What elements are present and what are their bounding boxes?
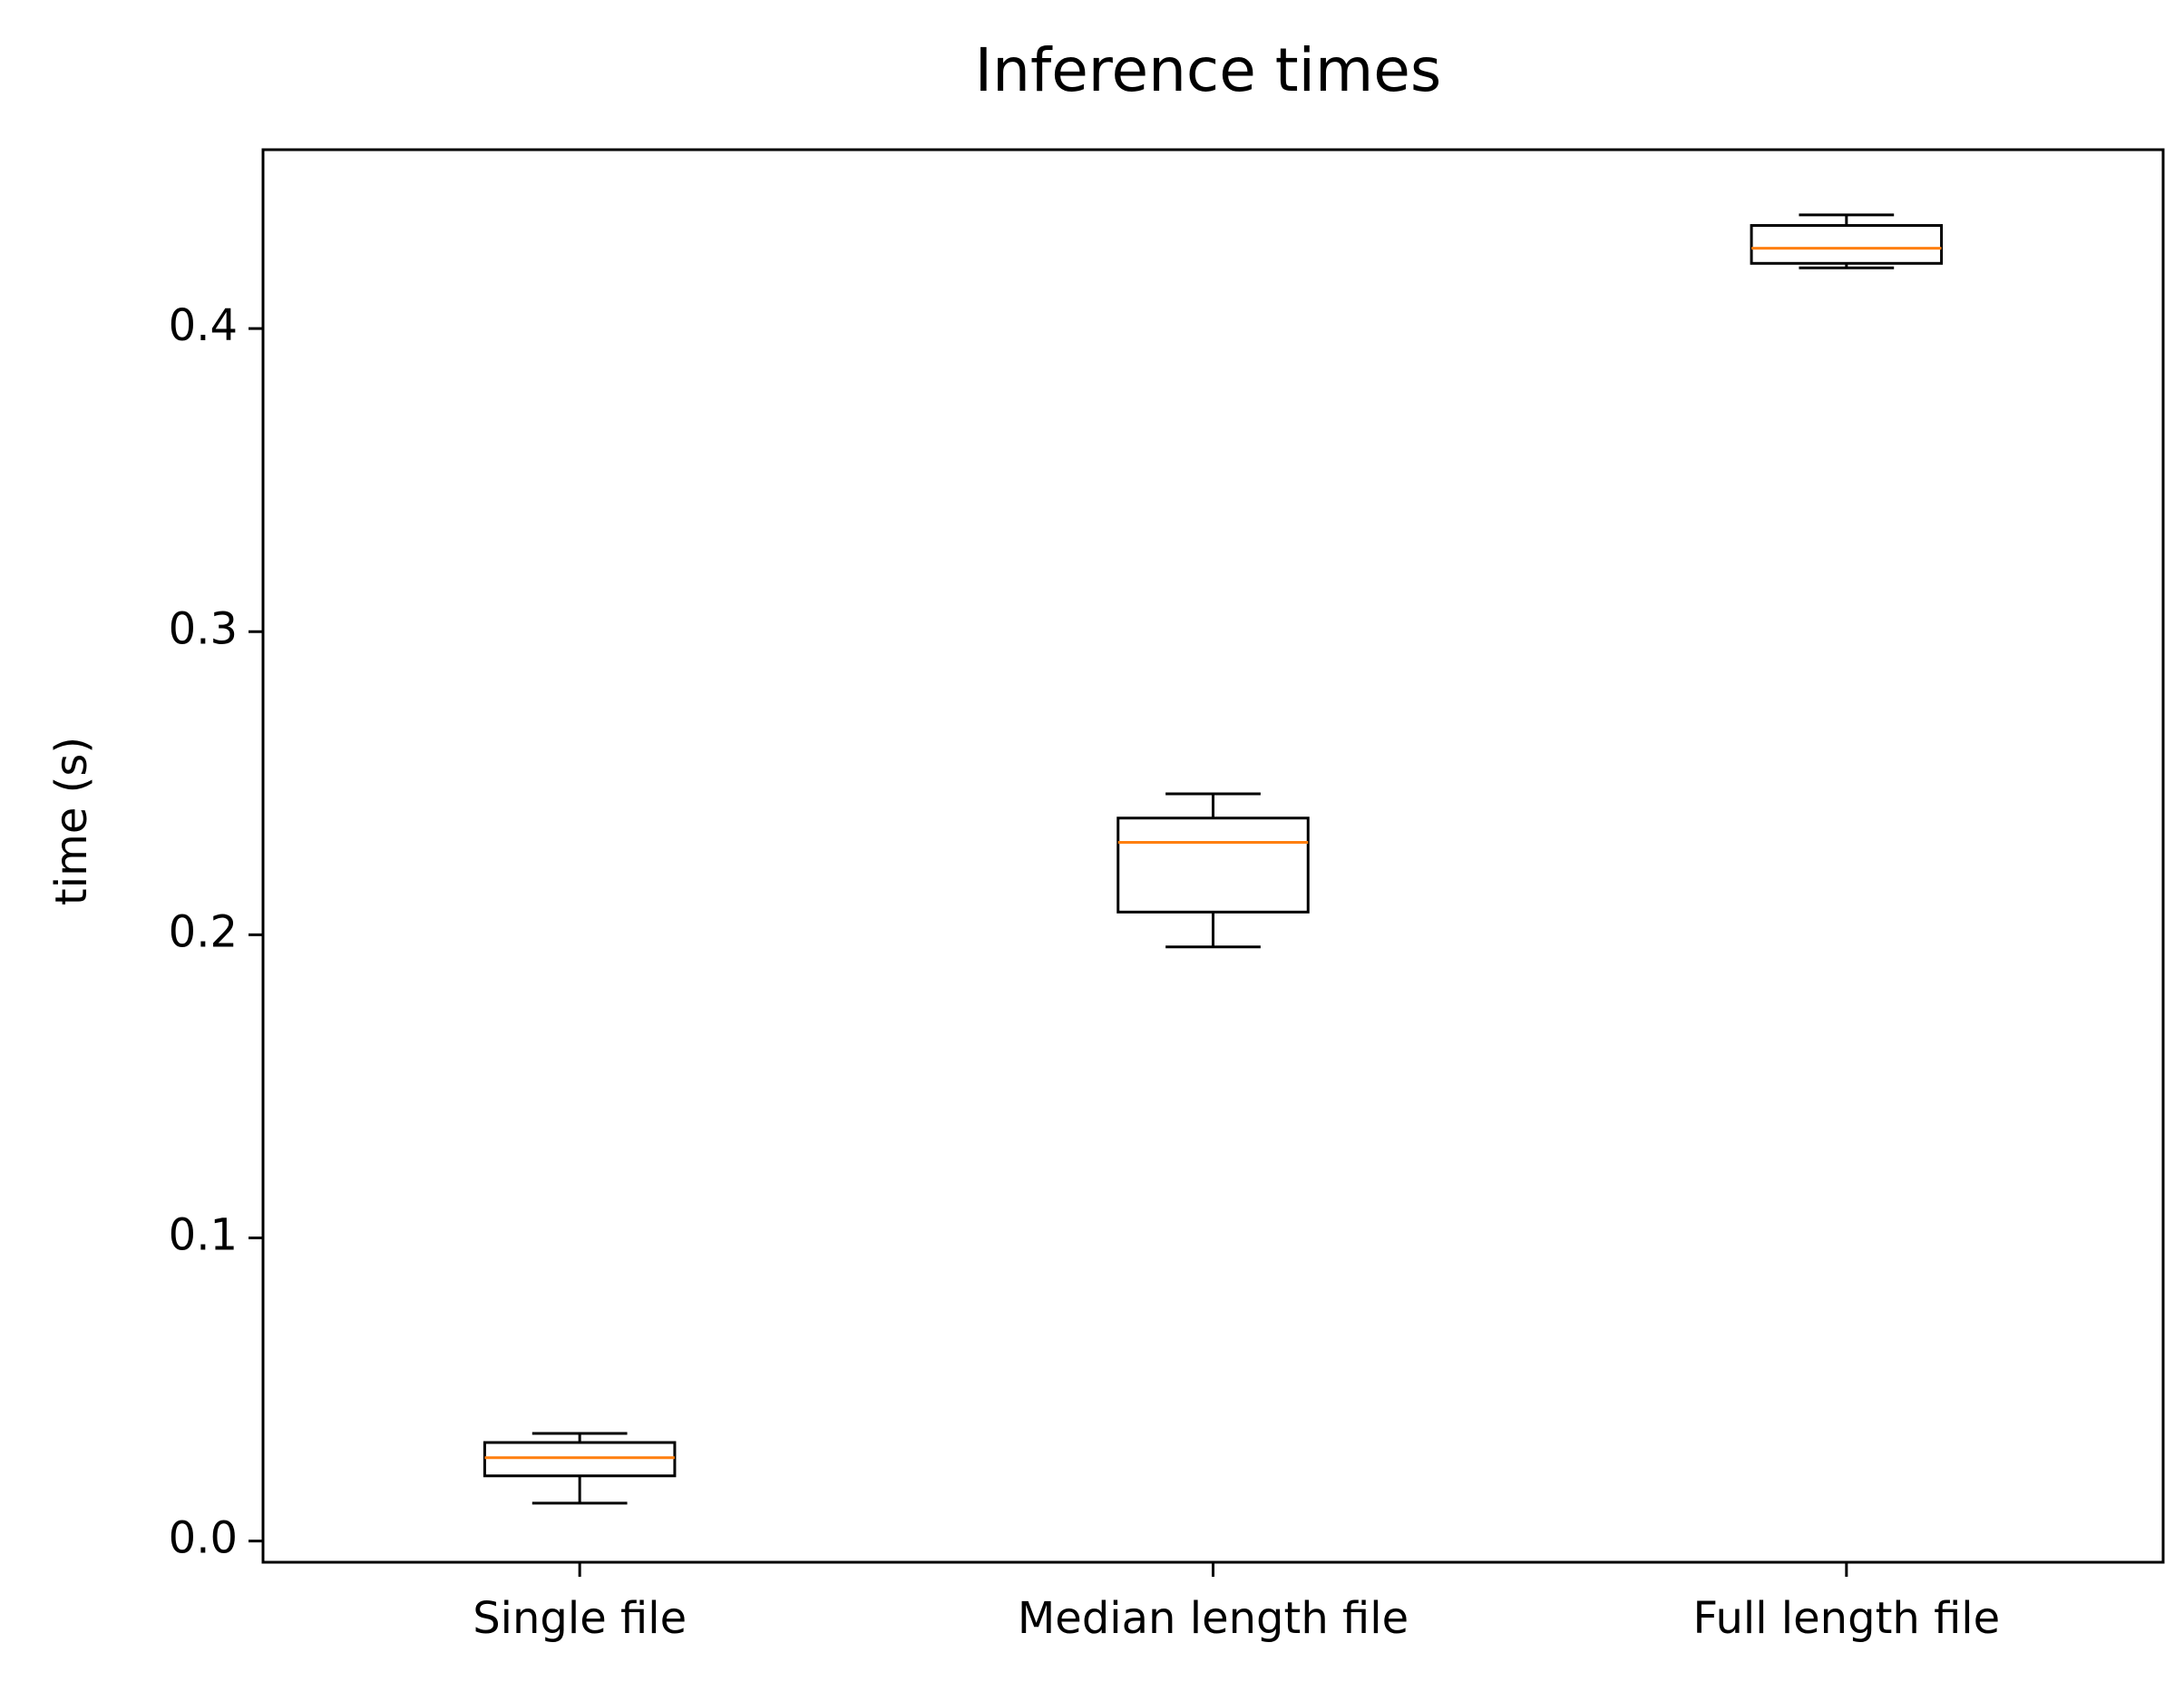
interquartile-box — [1750, 224, 1944, 265]
box-series — [483, 213, 1944, 1505]
x-tick-label: Full length file — [1692, 1593, 2000, 1644]
y-axis-label: time (s) — [46, 737, 97, 905]
interquartile-box — [483, 1441, 677, 1478]
x-axis: Single file Median length file Full length… — [473, 1562, 2000, 1644]
interquartile-box — [1116, 817, 1310, 914]
y-tick-label: 0.0 — [169, 1513, 238, 1564]
box-1 — [483, 1432, 677, 1505]
x-tick-label: Median length file — [1018, 1593, 1409, 1644]
y-axis: 0.0 0.1 0.2 0.3 0.4 — [169, 300, 263, 1564]
y-tick-label: 0.1 — [169, 1209, 238, 1260]
y-tick-label: 0.2 — [169, 906, 238, 957]
plot-area-frame — [261, 148, 2165, 1564]
x-tick-label: Single file — [473, 1593, 687, 1644]
y-tick-label: 0.4 — [169, 300, 238, 351]
box-2 — [1116, 792, 1310, 949]
box-3 — [1750, 213, 1944, 269]
chart-title: Inference times — [975, 35, 1442, 105]
y-tick-label: 0.3 — [169, 603, 238, 654]
